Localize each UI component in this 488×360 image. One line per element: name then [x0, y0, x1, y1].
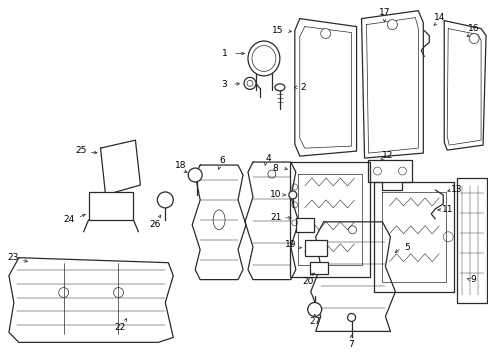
Text: 23: 23 — [7, 253, 19, 262]
Circle shape — [244, 77, 255, 89]
Text: 26: 26 — [149, 220, 161, 229]
Bar — [295, 218, 313, 232]
Text: 5: 5 — [404, 243, 409, 252]
Bar — [304, 240, 326, 256]
Circle shape — [468, 33, 478, 44]
Text: 12: 12 — [381, 150, 392, 159]
Text: 18: 18 — [174, 161, 185, 170]
Circle shape — [188, 168, 202, 182]
Bar — [309, 262, 327, 274]
Text: 22: 22 — [115, 323, 126, 332]
Text: 20: 20 — [302, 277, 313, 286]
Ellipse shape — [274, 84, 285, 91]
Bar — [88, 192, 133, 220]
Circle shape — [386, 20, 397, 30]
Circle shape — [157, 192, 173, 208]
Text: 2: 2 — [299, 83, 305, 92]
Circle shape — [307, 302, 321, 316]
Circle shape — [320, 28, 330, 39]
Ellipse shape — [247, 41, 279, 76]
Circle shape — [288, 191, 296, 199]
Circle shape — [347, 314, 355, 321]
Text: 11: 11 — [441, 206, 452, 215]
Text: 27: 27 — [308, 317, 320, 326]
Text: 25: 25 — [75, 145, 86, 154]
Text: 1: 1 — [222, 49, 227, 58]
Text: 10: 10 — [269, 190, 281, 199]
Text: 21: 21 — [270, 213, 281, 222]
Text: 6: 6 — [219, 156, 224, 165]
Text: 8: 8 — [271, 163, 277, 172]
Text: 17: 17 — [378, 8, 389, 17]
Text: 15: 15 — [271, 26, 283, 35]
Text: 24: 24 — [63, 215, 74, 224]
Text: 4: 4 — [264, 154, 270, 163]
Text: 3: 3 — [221, 80, 226, 89]
Text: 19: 19 — [285, 240, 296, 249]
Text: 7: 7 — [348, 340, 354, 349]
Text: 16: 16 — [468, 24, 479, 33]
Text: 9: 9 — [469, 275, 475, 284]
Text: 14: 14 — [433, 13, 444, 22]
Text: 13: 13 — [450, 185, 462, 194]
